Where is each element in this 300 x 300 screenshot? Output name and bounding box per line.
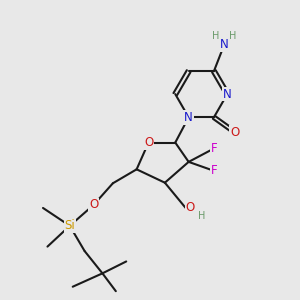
- Text: O: O: [89, 199, 98, 212]
- Text: H: H: [212, 31, 220, 41]
- Text: O: O: [230, 126, 239, 139]
- Text: O: O: [185, 202, 195, 214]
- Text: N: N: [223, 88, 232, 100]
- Text: H: H: [229, 31, 236, 41]
- Text: Si: Si: [64, 219, 75, 232]
- Text: N: N: [184, 111, 193, 124]
- Text: F: F: [211, 164, 217, 177]
- Text: N: N: [220, 38, 229, 51]
- Text: O: O: [144, 136, 153, 149]
- Text: H: H: [198, 211, 206, 221]
- Text: F: F: [211, 142, 217, 155]
